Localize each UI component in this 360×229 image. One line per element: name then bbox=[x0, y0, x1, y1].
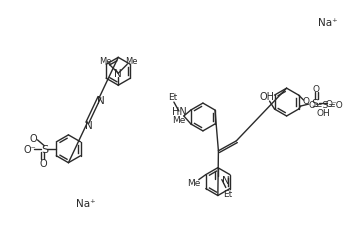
Text: HN: HN bbox=[171, 106, 186, 117]
Text: OH: OH bbox=[316, 108, 330, 117]
Text: S: S bbox=[41, 144, 48, 154]
Text: O⁻: O⁻ bbox=[326, 99, 337, 108]
Text: Me: Me bbox=[125, 57, 138, 65]
Text: Me: Me bbox=[187, 178, 201, 187]
Text: Et: Et bbox=[168, 92, 177, 101]
Text: O: O bbox=[302, 96, 309, 105]
Text: O: O bbox=[40, 158, 47, 168]
Text: Na⁺: Na⁺ bbox=[318, 17, 337, 27]
Text: O=S=O: O=S=O bbox=[309, 100, 343, 109]
Text: Na⁺: Na⁺ bbox=[76, 199, 95, 209]
Text: S: S bbox=[311, 99, 318, 109]
Text: N: N bbox=[114, 69, 122, 79]
Text: N: N bbox=[85, 120, 93, 130]
Text: Et: Et bbox=[223, 189, 233, 198]
Text: OH: OH bbox=[259, 92, 274, 102]
Text: N: N bbox=[222, 175, 230, 185]
Text: Me: Me bbox=[172, 116, 185, 125]
Text: O: O bbox=[312, 84, 319, 93]
Text: O⁻: O⁻ bbox=[23, 144, 36, 154]
Text: Me: Me bbox=[99, 57, 112, 65]
Text: N: N bbox=[97, 95, 105, 105]
Text: O: O bbox=[30, 133, 37, 143]
